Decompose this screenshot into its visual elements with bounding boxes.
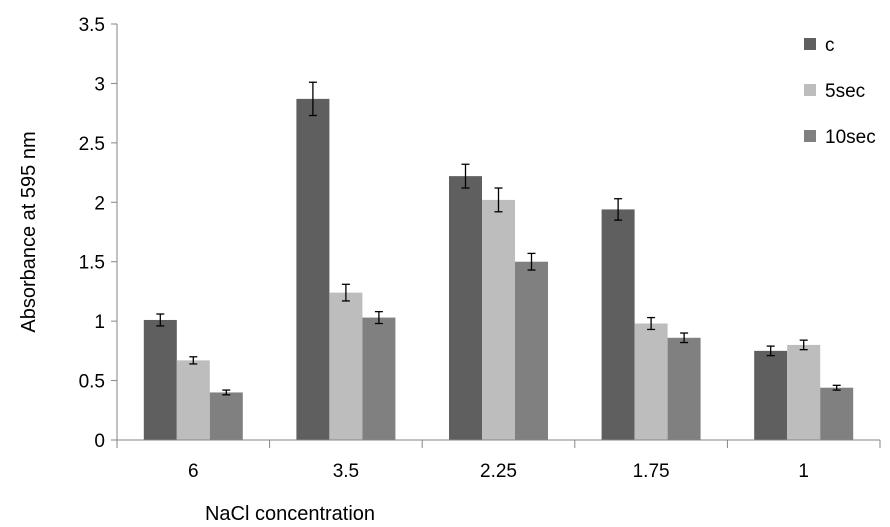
x-tick-label: 3.5 <box>333 461 359 482</box>
y-axis-ticks: 0 0.5 1 1.5 2 2.5 3 3.5 <box>79 15 117 452</box>
bar-5sec-1.75 <box>634 323 668 440</box>
x-tick-label: 1 <box>798 461 809 482</box>
bar-c-1.75 <box>601 209 635 440</box>
legend-label-5sec: 5sec <box>825 81 865 102</box>
legend-label-10sec: 10sec <box>825 127 876 148</box>
bar-c-3.5 <box>296 98 330 440</box>
x-tick-label: 2.25 <box>480 461 517 482</box>
bar-c-1 <box>754 350 788 440</box>
legend-swatch-10sec <box>804 130 816 142</box>
y-tick-label: 3.5 <box>79 15 105 36</box>
bar-5sec-2.25 <box>482 199 515 440</box>
bar-5sec-6 <box>176 360 210 440</box>
y-tick-label: 2 <box>94 193 105 214</box>
x-axis-ticks: 6 3.5 2.25 1.75 1 <box>116 440 881 482</box>
y-tick-label: 1.5 <box>79 253 105 274</box>
y-tick-label: 2.5 <box>79 134 105 155</box>
legend-swatch-c <box>804 38 816 50</box>
legend: c 5sec 10sec <box>804 35 876 148</box>
y-tick-label: 3 <box>94 74 105 95</box>
bar-10sec-1 <box>820 387 854 440</box>
x-axis-title: NaCl concentration <box>205 503 375 525</box>
bar-10sec-3.5 <box>362 317 396 440</box>
bar-c-6 <box>143 319 177 440</box>
bar-10sec-6 <box>209 392 243 440</box>
x-tick-label: 6 <box>188 461 199 482</box>
bar-c-2.25 <box>449 176 482 440</box>
bars <box>143 98 854 440</box>
bar-5sec-1 <box>787 344 821 440</box>
error-bars <box>156 81 841 396</box>
bar-10sec-2.25 <box>515 261 548 440</box>
x-tick-label: 1.75 <box>633 461 670 482</box>
y-tick-label: 0 <box>94 431 105 452</box>
y-tick-label: 1 <box>94 312 105 333</box>
y-tick-label: 0.5 <box>79 372 105 393</box>
bar-5sec-3.5 <box>329 292 363 440</box>
y-axis-title: Absorbance at 595 nm <box>18 131 40 332</box>
legend-label-c: c <box>825 35 835 56</box>
legend-swatch-5sec <box>804 84 816 96</box>
bar-10sec-1.75 <box>667 337 701 440</box>
